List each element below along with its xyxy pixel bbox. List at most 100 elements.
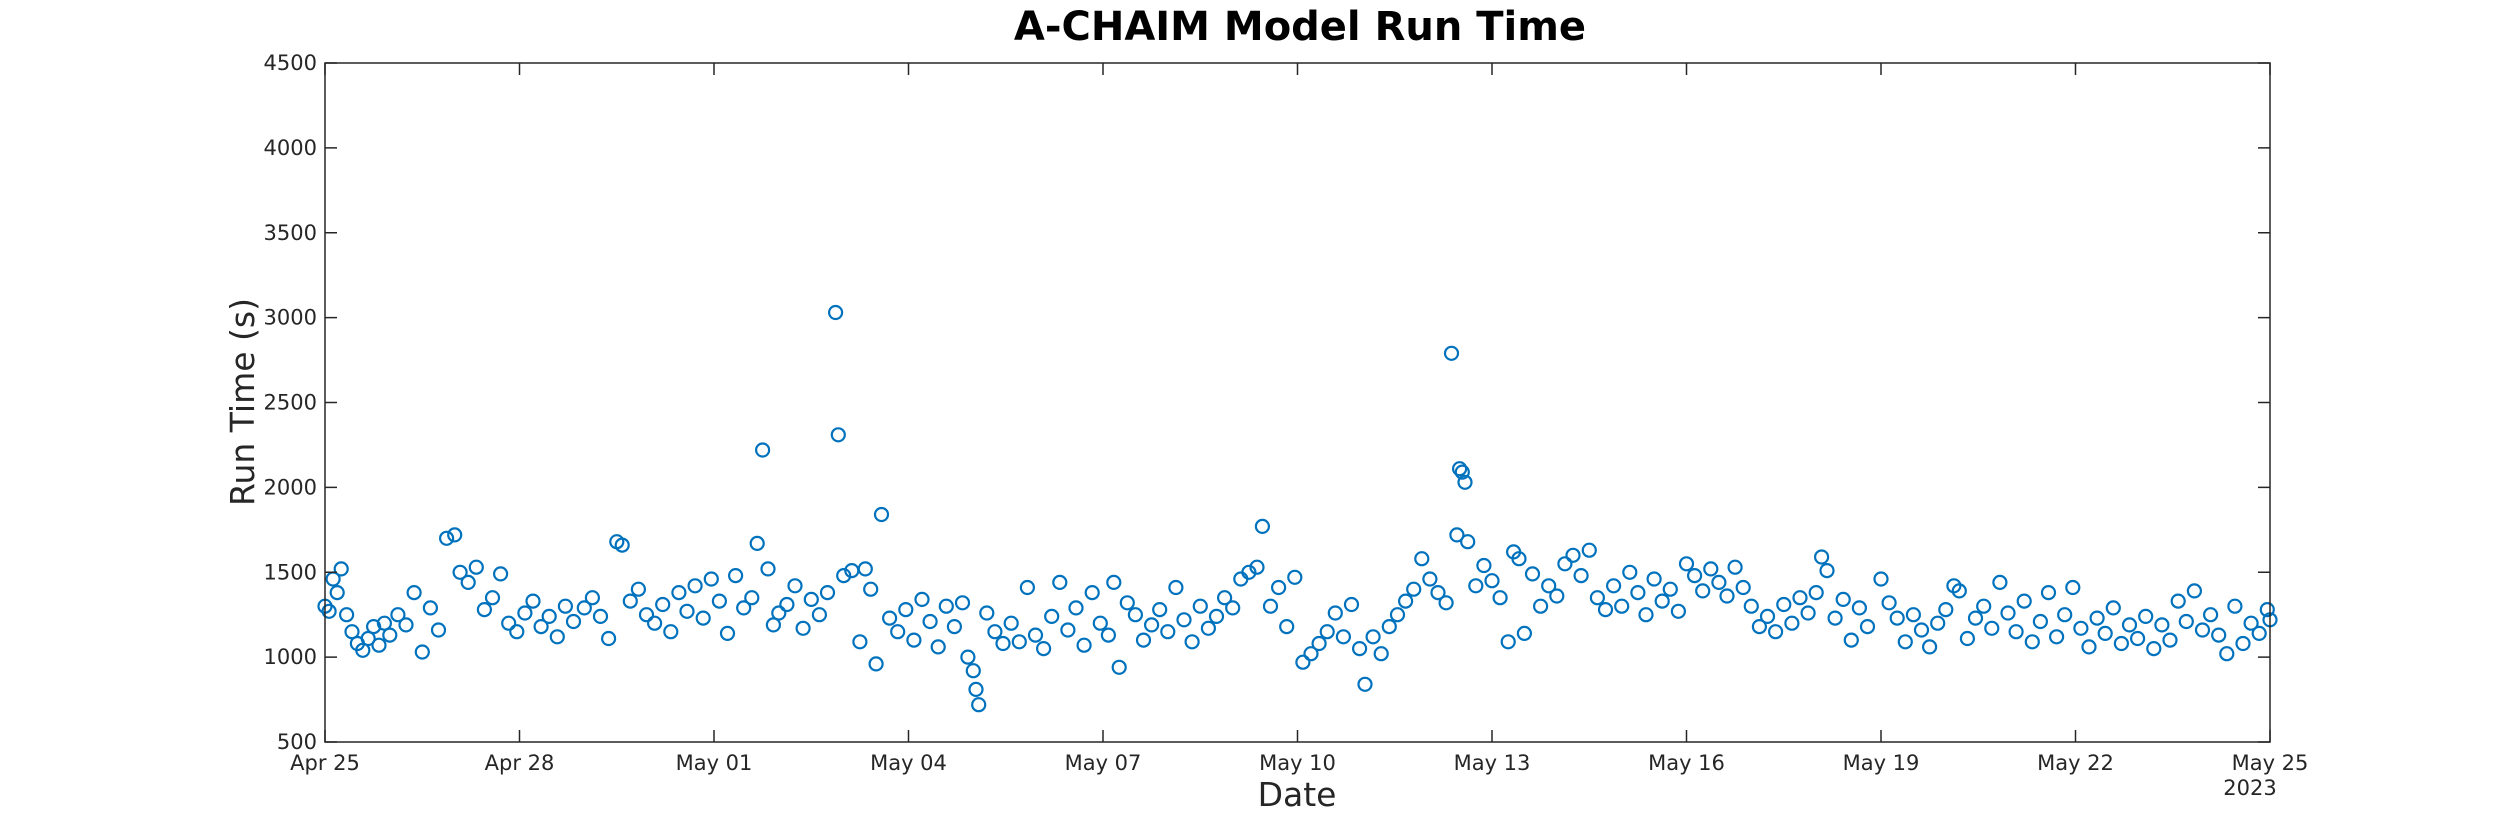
data-point [2065, 579, 2081, 596]
data-point [565, 613, 582, 630]
data-point [1686, 567, 1703, 584]
data-point [971, 697, 987, 713]
data-point [371, 637, 387, 653]
data-point [819, 584, 836, 601]
data-point [1767, 624, 1784, 640]
data-point [787, 578, 803, 594]
data-point [398, 617, 414, 633]
data-point [803, 591, 819, 608]
data-point [2243, 615, 2259, 631]
data-point [2194, 622, 2211, 638]
data-point [1484, 573, 1500, 589]
data-point [1035, 640, 1052, 657]
data-point [1743, 598, 1759, 614]
data-point [1532, 598, 1549, 614]
data-point [1492, 590, 1508, 606]
data-point [2113, 635, 2129, 652]
data-point [2073, 620, 2089, 636]
data-point [965, 663, 981, 679]
data-point [1176, 612, 1192, 628]
y-tick-label: 2000 [264, 475, 317, 499]
data-point [1106, 574, 1122, 591]
data-point [1092, 615, 1108, 631]
data-point [1703, 561, 1719, 577]
data-point [873, 506, 890, 523]
data-point [1843, 632, 1859, 648]
data-points [317, 304, 2278, 713]
data-point [1351, 640, 1368, 657]
x-tick-label: May 19 [1843, 751, 1920, 775]
data-point [914, 591, 930, 608]
y-tick-label: 3000 [264, 306, 317, 330]
y-axis: 500 1000 1500 2000 2500 3000 3500 4000 4500 [264, 51, 2270, 754]
data-point [2251, 625, 2267, 642]
data-point [663, 624, 679, 640]
data-point [1813, 549, 1830, 565]
data-point [1992, 574, 2008, 591]
data-point [2008, 624, 2024, 640]
data-point [1557, 556, 1573, 572]
x-tick-label: May 10 [1259, 751, 1336, 775]
y-tick-label: 1000 [264, 645, 317, 669]
data-point [493, 566, 509, 582]
data-point [1589, 590, 1606, 606]
x-tick-label: May 01 [676, 751, 753, 775]
data-point [501, 615, 517, 631]
data-point [1516, 625, 1533, 642]
data-point [1889, 610, 1905, 626]
data-point [1262, 598, 1279, 614]
data-point [2016, 593, 2032, 609]
data-point [1279, 618, 1295, 635]
data-point [1068, 600, 1084, 616]
data-point [1541, 578, 1557, 594]
data-point [406, 584, 422, 601]
data-point [1365, 629, 1381, 645]
x-axis-label: Date [1258, 775, 1337, 814]
data-point [2178, 613, 2194, 630]
data-point [1019, 579, 1036, 596]
data-point [339, 607, 355, 623]
data-point [1468, 578, 1484, 594]
data-point [1859, 618, 1876, 635]
data-point [1373, 646, 1389, 662]
data-point [1827, 610, 1843, 626]
data-point [1622, 564, 1638, 580]
data-point [476, 601, 492, 618]
data-point [1524, 566, 1541, 582]
data-point [1662, 581, 1678, 597]
data-point [2259, 601, 2275, 618]
data-point [452, 564, 468, 580]
data-point [1695, 583, 1711, 599]
data-point [1454, 464, 1470, 480]
data-point [771, 605, 787, 621]
data-point [1630, 584, 1646, 601]
data-point [1127, 607, 1144, 623]
x-axis: Apr 25 Apr 28 May 01 May 04 May 07 May 10 May … [290, 63, 2308, 775]
data-point [1044, 608, 1060, 625]
data-point [1476, 557, 1492, 574]
data-point [321, 603, 337, 619]
data-point [1438, 595, 1454, 611]
data-point [1605, 578, 1622, 594]
data-point [898, 601, 914, 618]
data-point [1449, 527, 1465, 543]
y-tick-label: 4500 [264, 51, 317, 75]
data-point [1951, 583, 1967, 599]
data-point [2154, 617, 2170, 633]
data-point [484, 590, 501, 606]
data-point [1011, 634, 1027, 650]
data-point [987, 624, 1003, 640]
data-point [333, 561, 349, 577]
data-point [930, 639, 946, 655]
data-point [2105, 600, 2121, 616]
data-point [1597, 601, 1614, 618]
data-point [1913, 622, 1930, 638]
data-point [1646, 571, 1662, 587]
data-point [703, 571, 719, 587]
data-point [1152, 601, 1168, 618]
x-tick-label: May 07 [1065, 751, 1142, 775]
data-point [1208, 608, 1225, 625]
data-point [655, 596, 671, 613]
data-point [1430, 584, 1446, 601]
